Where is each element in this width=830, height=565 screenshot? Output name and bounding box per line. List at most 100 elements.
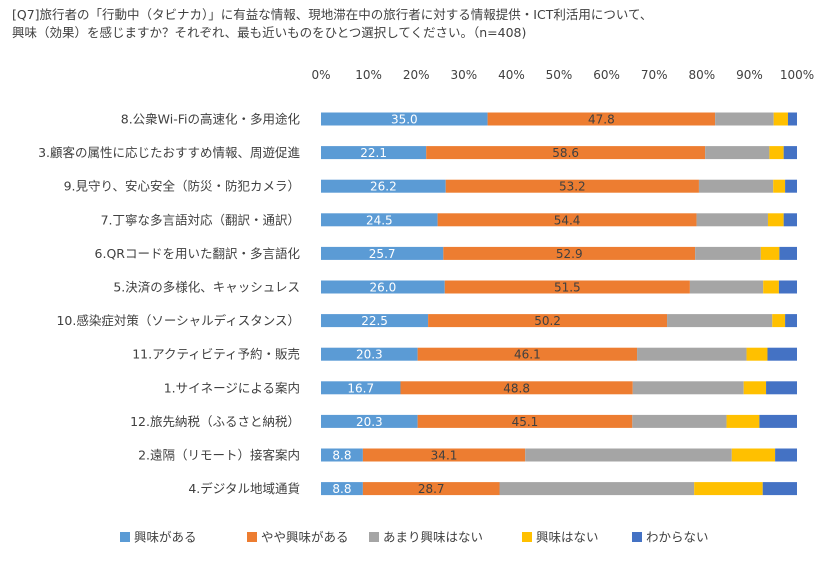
bar-segment xyxy=(321,246,444,260)
bar-segment xyxy=(321,482,363,496)
bar-segment xyxy=(698,179,774,193)
bar-segment xyxy=(637,347,747,361)
data-label: 20.3 xyxy=(356,348,383,362)
chart-subtitle: 興味（効果）を感じますか？それぞれ、最も近いものをひとつ選択してください。（n=… xyxy=(12,25,527,40)
bar-segment xyxy=(321,112,488,126)
bar-segment xyxy=(445,179,699,193)
bar-segment xyxy=(769,146,784,160)
data-label: 50.2 xyxy=(534,314,561,328)
bar-segment xyxy=(743,381,767,395)
category-label: 12.旅先納税（ふるさと納税） xyxy=(130,414,300,429)
bar-segment xyxy=(321,381,401,395)
category-label: 6.QRコードを用いた翻訳・多言語化 xyxy=(95,246,301,261)
x-tick-label: 90% xyxy=(736,68,763,82)
bar-segment xyxy=(443,246,696,260)
bar-segment xyxy=(428,314,668,328)
bar-segment xyxy=(767,347,797,361)
category-label: 5.決済の多様化、キャッシュレス xyxy=(113,280,300,295)
data-label: 53.2 xyxy=(559,180,586,194)
bar-segment xyxy=(487,112,716,126)
bar-segment xyxy=(705,146,770,160)
x-tick-label: 10% xyxy=(355,68,382,82)
bar-segment xyxy=(775,448,797,462)
data-label: 45.1 xyxy=(512,415,539,429)
legend-swatch xyxy=(120,532,130,542)
legend-label: あまり興味はない xyxy=(383,530,483,545)
data-label: 28.7 xyxy=(418,482,445,496)
category-label: 4.デジタル地域通貨 xyxy=(188,481,300,496)
bar-segment xyxy=(417,347,638,361)
bar-segment xyxy=(321,179,446,193)
data-label: 26.0 xyxy=(370,281,397,295)
data-label: 22.1 xyxy=(360,146,387,160)
data-label: 8.8 xyxy=(332,449,351,463)
category-label: 3.顧客の属性に応じたおすすめ情報、周遊促進 xyxy=(38,145,300,160)
bar-segment xyxy=(444,280,690,294)
x-tick-label: 40% xyxy=(498,68,525,82)
bar-segment xyxy=(731,448,776,462)
x-tick-label: 20% xyxy=(403,68,430,82)
data-label: 8.8 xyxy=(332,482,351,496)
bar-segment xyxy=(426,146,706,160)
bar-segment xyxy=(362,482,500,496)
category-label: 2.遠隔（リモート）接客案内 xyxy=(138,448,300,463)
category-label: 10.感染症対策（ソーシャルディスタンス） xyxy=(56,313,300,328)
data-label: 54.4 xyxy=(554,213,581,227)
bar-segment xyxy=(766,381,797,395)
legend-swatch xyxy=(632,532,642,542)
bar-segment xyxy=(321,146,427,160)
bar-segment xyxy=(785,179,797,193)
bar-segment xyxy=(417,414,633,428)
bar-segment xyxy=(726,414,760,428)
data-label: 52.9 xyxy=(556,247,583,261)
bar-segment xyxy=(785,314,797,328)
bar-segment xyxy=(773,112,788,126)
bar-segment xyxy=(772,314,786,328)
data-label: 22.5 xyxy=(361,314,388,328)
legend-swatch xyxy=(369,532,379,542)
bar-segment xyxy=(437,213,697,227)
data-label: 34.1 xyxy=(431,449,458,463)
category-label: 9.見守り、安心安全（防災・防犯カメラ） xyxy=(64,179,300,194)
bar-segment xyxy=(362,448,526,462)
bar-segment xyxy=(759,414,797,428)
x-tick-label: 50% xyxy=(546,68,573,82)
bar-segment xyxy=(525,448,732,462)
data-label: 35.0 xyxy=(391,113,418,127)
x-tick-label: 30% xyxy=(450,68,477,82)
bar-segment xyxy=(632,381,744,395)
data-label: 24.5 xyxy=(366,213,393,227)
category-label: 7.丁寧な多言語対応（翻訳・通訳） xyxy=(101,212,300,227)
bar-segment xyxy=(787,112,797,126)
bar-segment xyxy=(783,213,797,227)
bar-segment xyxy=(773,179,786,193)
bar-segment xyxy=(696,213,768,227)
bar-segment xyxy=(779,246,797,260)
bar-segment xyxy=(715,112,774,126)
x-tick-label: 100% xyxy=(780,68,814,82)
data-label: 48.8 xyxy=(503,381,530,395)
x-tick-label: 0% xyxy=(311,68,330,82)
category-label: 8.公衆Wi-Fiの高速化・多用途化 xyxy=(121,112,301,127)
bar-segment xyxy=(321,448,363,462)
category-label: 1.サイネージによる案内 xyxy=(164,380,300,395)
bar-segment xyxy=(632,414,727,428)
legend-swatch xyxy=(522,532,532,542)
data-label: 51.5 xyxy=(554,281,581,295)
data-label: 20.3 xyxy=(356,415,383,429)
x-tick-label: 60% xyxy=(593,68,620,82)
x-tick-label: 80% xyxy=(688,68,715,82)
data-label: 26.2 xyxy=(370,180,397,194)
data-label: 16.7 xyxy=(347,381,374,395)
legend-label: 興味がある xyxy=(134,530,197,545)
bar-segment xyxy=(760,246,780,260)
bar-segment xyxy=(778,280,797,294)
bar-segment xyxy=(763,280,779,294)
bar-segment xyxy=(762,482,797,496)
bar-segment xyxy=(321,347,418,361)
bar-segment xyxy=(321,414,418,428)
bar-segment xyxy=(400,381,633,395)
legend-label: 興味はない xyxy=(536,530,599,545)
data-label: 25.7 xyxy=(369,247,396,261)
